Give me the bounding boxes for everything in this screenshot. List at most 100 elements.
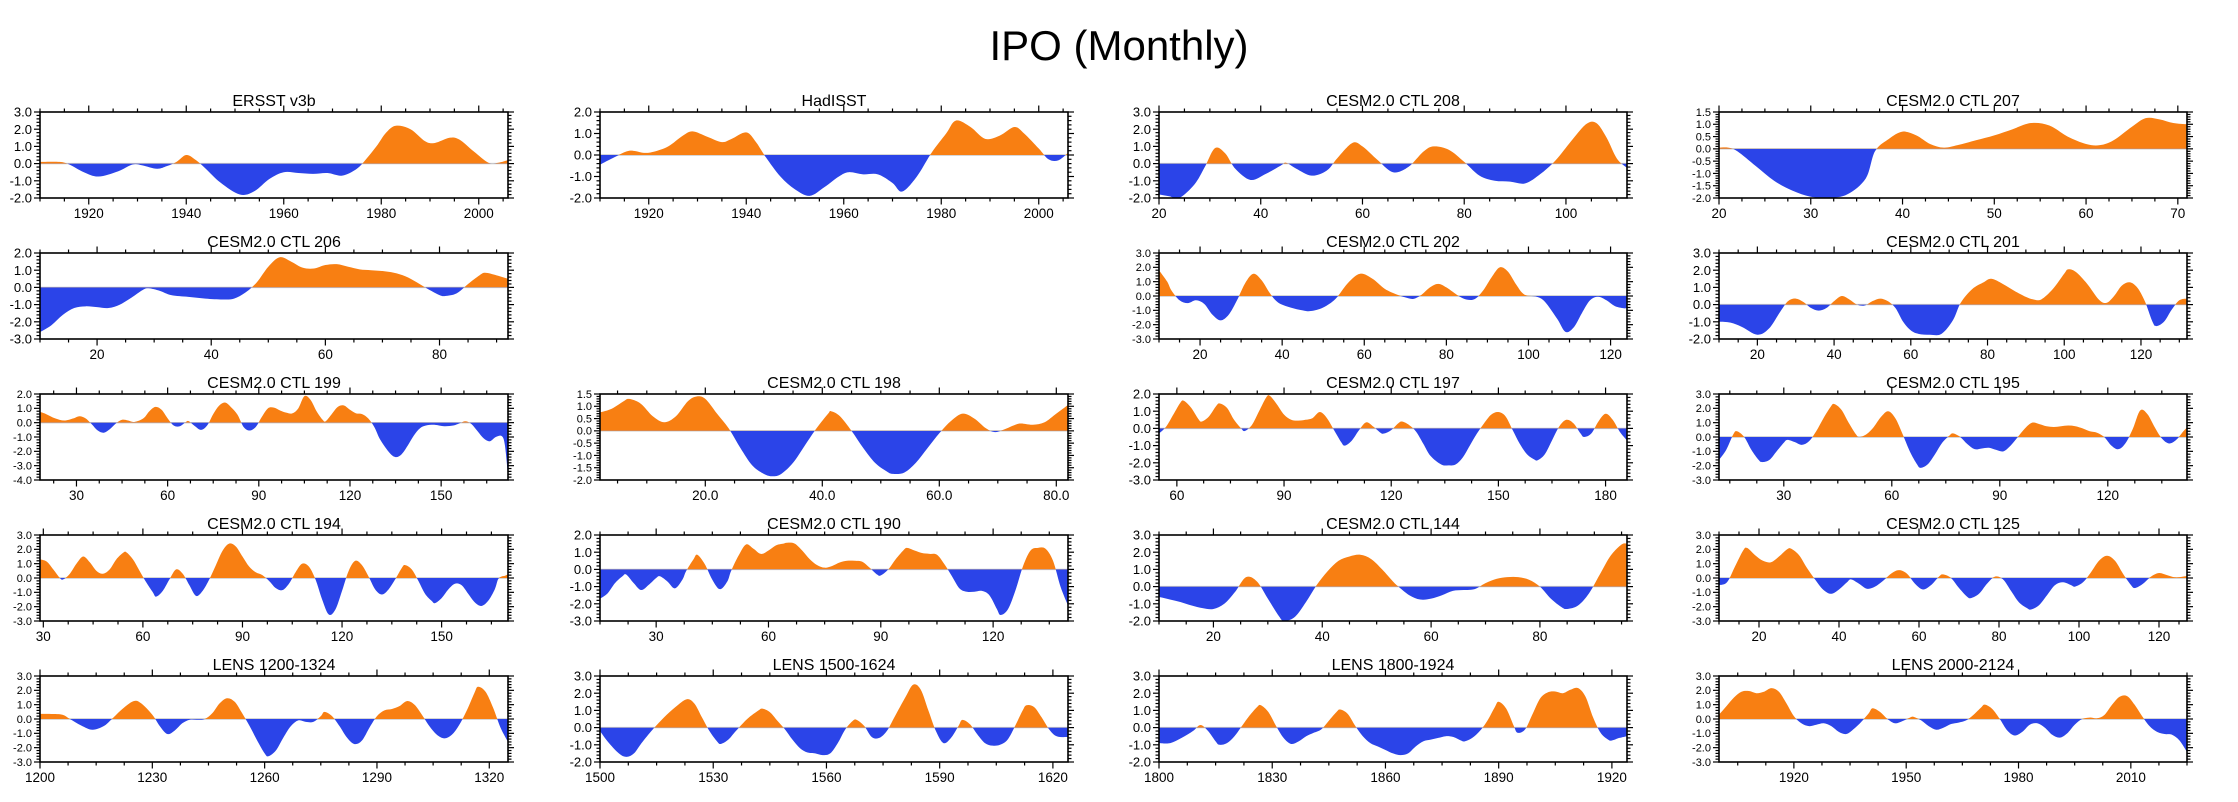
plot-frame	[1158, 393, 1628, 481]
y-tick-label: 2.0	[14, 246, 32, 261]
area-chart-cesm2-0-ctl-190: CESM2.0 CTL 190 30 60 90 120 2.0 1.0 0.0 -1.0 -2.…	[569, 516, 1074, 644]
plot-frame	[39, 252, 509, 340]
y-axis-labels: 3.0 2.0 1.0 0.0 -1.0 -2.0	[1688, 246, 1710, 347]
y-tick-label: -1.0	[10, 297, 32, 312]
y-tick-label: -1.0	[1129, 173, 1151, 188]
subplot-cesm2-0-ctl-144: CESM2.0 CTL 144 20 40 60 80 3.0 2.0 1.0 0.0 -1.0 -…	[1119, 515, 1679, 656]
y-tick-label: -2.0	[1692, 743, 1711, 755]
x-tick-label: 1290	[362, 770, 392, 785]
y-tick-label: -1.0	[569, 169, 591, 184]
x-tick-label: 120	[339, 488, 362, 503]
y-tick-label: -1.0	[1129, 737, 1151, 752]
x-tick-label: 1940	[171, 206, 201, 221]
page-title: IPO (Monthly)	[989, 22, 1249, 69]
x-axis-labels: 60 90 120 150 180	[1169, 488, 1616, 503]
positive-area	[1206, 121, 1622, 164]
y-tick-label: 0.0	[576, 426, 591, 438]
x-tick-label: 60	[1355, 206, 1370, 221]
y-tick-label: 2.0	[1133, 545, 1151, 560]
y-tick-label: 1.0	[1133, 139, 1151, 154]
x-tick-label: 60	[1169, 488, 1184, 503]
y-tick-label: -3.0	[13, 461, 32, 473]
area-chart-cesm2-0-ctl-201: CESM2.0 CTL 201 20 40 60 80 100 120 3.0 2.0 1.0 0.…	[1688, 234, 2193, 362]
y-tick-label: 3.0	[1133, 669, 1151, 684]
y-tick-label: 1.0	[1133, 404, 1151, 419]
y-tick-label: 1.0	[17, 700, 32, 712]
y-tick-label: -2.0	[569, 755, 591, 770]
x-tick-label: 1800	[1144, 770, 1174, 785]
x-tick-label: 30	[69, 488, 84, 503]
x-tick-label: 30	[648, 629, 663, 644]
area-chart-ersst-v3b: ERSST v3b 1920 1940 1960 1980 2000 3.0 2.0 1.0 0.…	[10, 93, 514, 221]
subplot-title: CESM2.0 CTL 144	[1326, 516, 1460, 533]
positive-area	[1159, 395, 1627, 429]
subplot-ersst-v3b: ERSST v3b 1920 1940 1960 1980 2000 3.0 2.0 1.0 0.…	[0, 92, 560, 233]
y-tick-label: 1.0	[1692, 280, 1710, 295]
negative-area	[1159, 586, 1627, 621]
subplot-title: ERSST v3b	[232, 93, 315, 110]
y-tick-label: 1.0	[17, 559, 32, 571]
x-tick-label: 1890	[1484, 770, 1514, 785]
x-axis-labels: 20 30 40 50 60 70	[1711, 206, 2185, 221]
y-tick-label: 0.5	[576, 413, 591, 425]
y-axis-labels: 1.51.00.50.0-0.5-1.0-1.5-2.0	[1692, 107, 1711, 205]
y-tick-label: 0.0	[1133, 579, 1151, 594]
negative-area	[599, 569, 1068, 615]
y-tick-label: 2.0	[1695, 544, 1710, 556]
area-chart-cesm2-0-ctl-195: CESM2.0 CTL 195 30 60 90 120 3.0 2.0 1.0 0.0 -1.0…	[1692, 375, 2193, 503]
y-tick-label: -2.0	[1129, 755, 1151, 770]
negative-area	[1159, 163, 1627, 198]
x-tick-label: 1940	[731, 206, 761, 221]
y-tick-label: 2.0	[1133, 686, 1151, 701]
x-tick-label: 20	[1711, 206, 1726, 221]
x-tick-label: 40	[1826, 347, 1841, 362]
y-tick-label: 3.0	[17, 530, 32, 542]
x-tick-label: 120	[2129, 347, 2152, 362]
y-tick-label: -1.0	[1688, 314, 1710, 329]
subplot-lens-2000-2124: LENS 2000-2124 1920 1950 1980 2010 3.0 2.0 1.0 0…	[1679, 656, 2238, 797]
area-chart-lens-1500-1624: LENS 1500-1624 1500 1530 1560 1590 1620 3.0 2.0…	[569, 657, 1074, 785]
y-tick-label: 3.0	[17, 671, 32, 683]
area-chart-lens-1200-1324: LENS 1200-1324 1200 1230 1260 1290 1320 3.0 2.0…	[13, 657, 514, 785]
y-tick-label: -3.0	[1692, 475, 1711, 487]
negative-area	[40, 719, 508, 757]
x-tick-label: 1200	[25, 770, 55, 785]
subplot-cesm2-0-ctl-197: CESM2.0 CTL 197 60 90 120 150 180 2.0 1.0 0.0 -1.…	[1119, 374, 1679, 515]
x-tick-label: 1230	[137, 770, 167, 785]
y-tick-label: -2.0	[1129, 455, 1151, 470]
y-tick-label: -1.0	[1132, 305, 1151, 317]
y-tick-label: 2.0	[14, 122, 32, 137]
x-tick-label: 60	[1357, 347, 1372, 362]
subplot-cesm2-0-ctl-194: CESM2.0 CTL 194 30 60 90 120 150 3.0 2.0 1.0 0.0 -…	[0, 515, 560, 656]
x-axis-labels: 20.0 40.0 60.0 80.0	[692, 488, 1069, 503]
area-chart-cesm2-0-ctl-208: CESM2.0 CTL 208 20 40 60 80 100 3.0 2.0 1.0 0.0 -1…	[1129, 93, 1633, 221]
x-tick-label: 40	[1315, 629, 1330, 644]
x-tick-label: 1560	[811, 770, 841, 785]
y-tick-label: -3.0	[1692, 757, 1711, 769]
y-tick-label: -1.0	[1692, 446, 1711, 458]
y-tick-label: 2.0	[1133, 387, 1151, 402]
x-tick-label: 2000	[464, 206, 494, 221]
y-tick-label: -2.0	[1129, 614, 1151, 629]
y-tick-label: 1.0	[576, 401, 591, 413]
negative-area	[1159, 428, 1627, 466]
x-tick-label: 1920	[633, 206, 663, 221]
x-tick-label: 20	[1749, 347, 1764, 362]
area-chart-lens-2000-2124: LENS 2000-2124 1920 1950 1980 2010 3.0 2.0 1.0 0…	[1692, 657, 2193, 785]
y-tick-label: -3.0	[13, 757, 32, 769]
subplot-cesm2-0-ctl-125: CESM2.0 CTL 125 20 40 60 80 100 120 3.0 2.0 1.0 0.…	[1679, 515, 2238, 656]
x-tick-label: 70	[2170, 206, 2185, 221]
x-axis-labels: 1800 1830 1860 1890 1920	[1144, 770, 1627, 785]
x-tick-label: 100	[1517, 347, 1540, 362]
x-tick-label: 60	[760, 629, 775, 644]
negative-area	[599, 155, 1068, 196]
y-tick-label: -3.0	[10, 332, 32, 347]
area-chart-cesm2-0-ctl-198: CESM2.0 CTL 198 20.0 40.0 60.0 80.0 1.51.00.5…	[573, 375, 1074, 503]
y-tick-label: 1.0	[1695, 700, 1710, 712]
x-tick-label: 120	[1599, 347, 1622, 362]
plot-frame	[39, 111, 509, 199]
y-tick-label: 1.0	[17, 403, 32, 415]
y-tick-label: -1.0	[1692, 168, 1711, 180]
y-tick-label: 0.0	[573, 562, 591, 577]
